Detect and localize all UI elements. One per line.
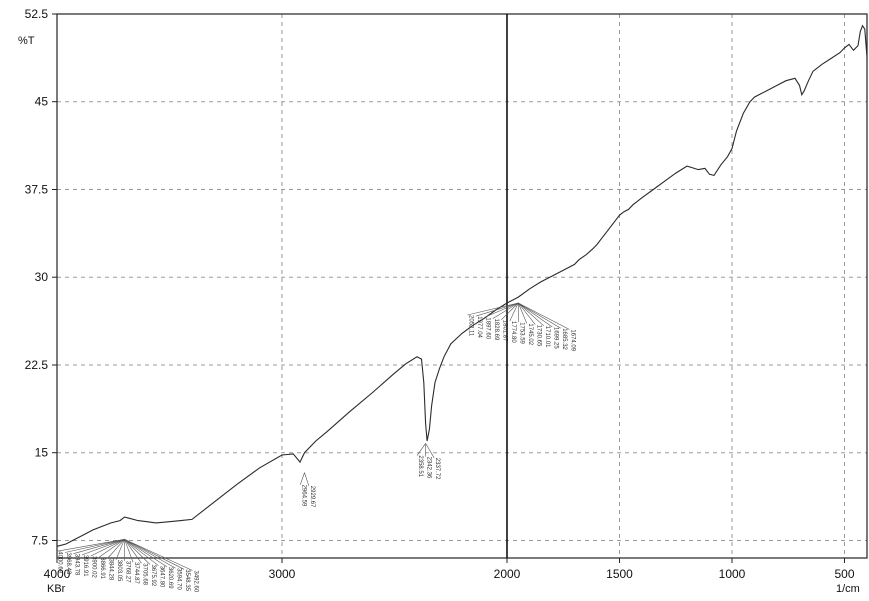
peak-label: 3492.60 [193, 571, 199, 593]
peak-leader [124, 539, 142, 564]
x-axis-corner-label: KBr [47, 583, 66, 595]
peak-label: 1897.60 [484, 317, 490, 339]
x-tick-label: 2000 [494, 567, 521, 581]
y-axis: 52.5 45 37.5 30 22.5 15 7.5 [25, 7, 57, 548]
peak-label: 2358.51 [417, 455, 423, 477]
peak-leader [304, 472, 310, 486]
peak-label: 1828.69 [493, 319, 499, 341]
peak-leader [107, 539, 125, 559]
peak-label: 1674.09 [569, 329, 575, 351]
plot-frame [56, 13, 868, 559]
peak-leader [518, 302, 544, 327]
peak-label: 3548.35 [184, 569, 190, 591]
x-tick-label: 500 [834, 567, 854, 581]
peak-label: 3620.69 [167, 567, 173, 589]
peak-label: 3768.27 [125, 561, 131, 583]
peak-leader [501, 302, 519, 321]
peak-label: 3943.78 [74, 554, 80, 576]
peak-leader [518, 302, 570, 330]
x-axis-title: 1/cm [836, 583, 860, 595]
peak-leader [518, 302, 561, 329]
peak-leader [492, 302, 519, 319]
x-tick-label: 1000 [719, 567, 746, 581]
peak-label: 3705.68 [142, 563, 148, 585]
peak-label: 3744.87 [133, 562, 139, 584]
peak-leader [73, 539, 125, 554]
peak-leader [124, 539, 185, 570]
peak-label: 3968.43 [65, 553, 71, 575]
peak-leader [124, 539, 151, 565]
peak-leader [124, 539, 193, 571]
peak-leader [56, 539, 125, 552]
peak-labels: 4000.69 3968.43 3943.78 3916.91 3900.02 3866.… [56, 302, 575, 593]
peak-leader [124, 539, 176, 569]
peak-label: 3916.91 [82, 555, 88, 577]
peak-label: 1685.32 [561, 328, 567, 350]
peak-label: 3647.80 [159, 566, 165, 588]
grid-lines [57, 14, 867, 558]
peak-leader [467, 302, 519, 316]
peak-leader [90, 539, 125, 557]
peak-leader [518, 302, 536, 325]
peak-leader [300, 472, 305, 485]
peak-label: 2929.67 [309, 486, 315, 508]
y-tick-label: 7.5 [31, 534, 48, 548]
x-tick-label: 1500 [606, 567, 633, 581]
peak-leader [475, 302, 519, 317]
peak-label: 3866.91 [99, 557, 105, 579]
peak-leader [98, 539, 125, 558]
peak-leader [124, 539, 134, 563]
peak-leader [518, 302, 553, 328]
y-tick-label: 52.5 [25, 7, 49, 21]
peak-leader [484, 302, 519, 318]
peak-label: 3803.05 [116, 560, 122, 582]
y-axis-title: %T [18, 35, 35, 47]
y-tick-label: 15 [35, 446, 49, 460]
y-tick-label: 37.5 [25, 183, 49, 197]
peak-label: 3594.70 [176, 568, 182, 590]
peak-label: 1699.25 [552, 327, 558, 349]
peak-label: 4000.69 [57, 551, 63, 573]
peak-leader [518, 302, 528, 324]
peak-label: 2964.59 [300, 485, 306, 507]
peak-leader [124, 539, 159, 566]
x-tick-label: 3000 [269, 567, 296, 581]
peak-label: 3844.28 [108, 559, 114, 581]
peak-leader [64, 539, 125, 553]
peak-label: 1977.04 [476, 316, 482, 338]
peak-label: 1774.80 [510, 321, 516, 343]
x-axis: 4000 3000 2000 1500 1000 500 [44, 558, 855, 581]
x-tick-label: 4000 [44, 567, 71, 581]
peak-label: 1753.59 [518, 322, 524, 344]
peak-label: 2337.72 [434, 458, 440, 480]
peak-leader [416, 443, 426, 456]
peak-label: 3675.92 [150, 565, 156, 587]
peak-label: 1710.01 [544, 326, 550, 348]
peak-label: 2052.11 [467, 315, 473, 337]
peak-label: 1801.87 [501, 320, 507, 342]
y-tick-label: 45 [35, 95, 49, 109]
peak-label: 3900.02 [91, 556, 97, 578]
y-tick-label: 30 [35, 270, 49, 284]
peak-label: 1730.65 [535, 325, 541, 347]
peak-leader [115, 539, 125, 560]
peak-label: 1745.02 [527, 323, 533, 345]
peak-leader [124, 539, 168, 568]
spectrum-line [56, 24, 868, 547]
peak-leader [425, 443, 435, 458]
peak-leader [81, 539, 125, 556]
peak-leader [509, 302, 519, 322]
peak-label: 2342.36 [426, 457, 432, 479]
y-tick-label: 22.5 [25, 358, 49, 372]
